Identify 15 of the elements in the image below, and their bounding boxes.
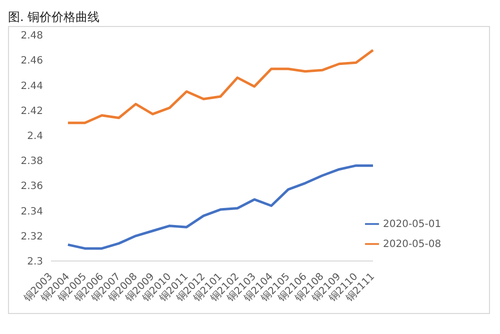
chart-title: 图. 铜价价格曲线 xyxy=(8,9,101,26)
y-tick-label: 2.32 xyxy=(20,231,43,242)
y-tick-label: 2.4 xyxy=(27,130,43,142)
legend-label: 2020-05-08 xyxy=(383,239,442,250)
line-series xyxy=(66,164,374,250)
y-tick-label: 2.44 xyxy=(20,80,43,92)
y-tick-label: 2.34 xyxy=(20,206,43,218)
y-tick-label: 2.36 xyxy=(20,181,43,192)
y-tick-label: 2.42 xyxy=(20,106,43,117)
y-tick-label: 2.3 xyxy=(27,256,43,268)
line-series xyxy=(66,48,374,124)
y-tick-label: 2.46 xyxy=(20,56,43,67)
y-tick-label: 2.38 xyxy=(20,156,43,168)
y-tick-label: 2.48 xyxy=(20,30,43,42)
legend-label: 2020-05-01 xyxy=(383,219,442,230)
